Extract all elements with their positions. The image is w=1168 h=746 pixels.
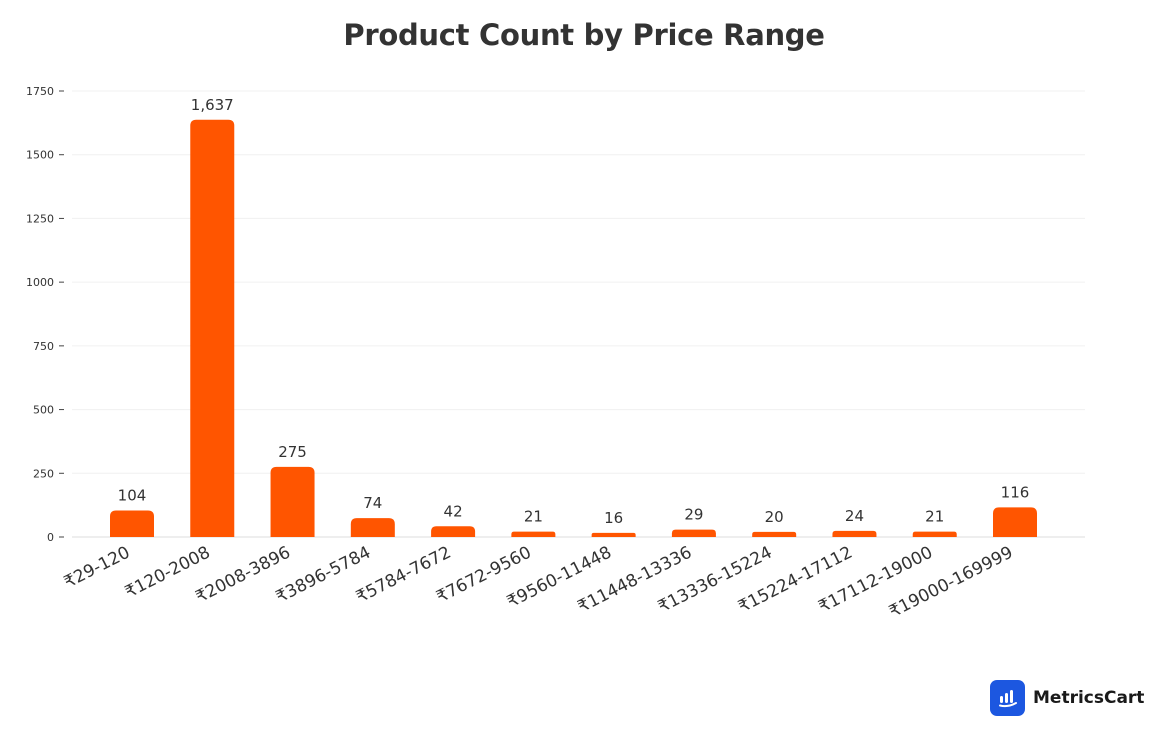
y-tick-label: 500	[33, 404, 54, 417]
bar-chart-logo-icon	[990, 680, 1025, 716]
bar	[511, 531, 556, 537]
data-label: 16	[604, 509, 623, 527]
bar	[190, 119, 235, 537]
bar	[270, 466, 315, 537]
data-label: 20	[765, 508, 784, 526]
data-label: 24	[845, 507, 864, 525]
y-tick-label: 750	[33, 340, 54, 353]
data-label: 29	[684, 506, 703, 524]
brand-name: MetricsCart	[1033, 688, 1145, 708]
bar	[350, 518, 395, 537]
data-label: 116	[1001, 483, 1030, 501]
bar	[671, 529, 716, 537]
data-labels: 104 1,637 275 74 42 21 16 29 20 24 21 116	[118, 96, 1030, 527]
bar	[591, 532, 636, 537]
y-axis: 0 250 500 750 1000 1250 1500 1750	[26, 85, 64, 544]
y-tick-label: 1250	[26, 212, 54, 225]
bar	[110, 510, 154, 537]
chart-title: Product Count by Price Range	[343, 18, 825, 52]
y-tick-label: 0	[47, 531, 54, 544]
bars	[110, 119, 1037, 537]
bar	[431, 526, 476, 537]
bar	[993, 507, 1037, 537]
data-label: 42	[444, 502, 463, 520]
brand-logo-group: MetricsCart	[990, 680, 1144, 716]
data-label: 104	[118, 486, 147, 504]
data-label: 21	[524, 508, 543, 526]
data-label: 1,637	[191, 96, 234, 114]
bar	[912, 531, 957, 537]
y-tick-label: 1000	[26, 276, 54, 289]
bar	[832, 530, 877, 537]
data-label: 21	[925, 508, 944, 526]
bar	[752, 531, 797, 537]
data-label: 74	[363, 494, 382, 512]
y-tick-label: 250	[33, 467, 54, 480]
y-tick-label: 1500	[26, 149, 54, 162]
data-label: 275	[278, 443, 307, 461]
gridlines	[72, 90, 1085, 538]
y-tick-label: 1750	[26, 85, 54, 98]
x-axis: ₹29-120₹120-2008₹2008-3896₹3896-5784₹578…	[61, 543, 1016, 623]
